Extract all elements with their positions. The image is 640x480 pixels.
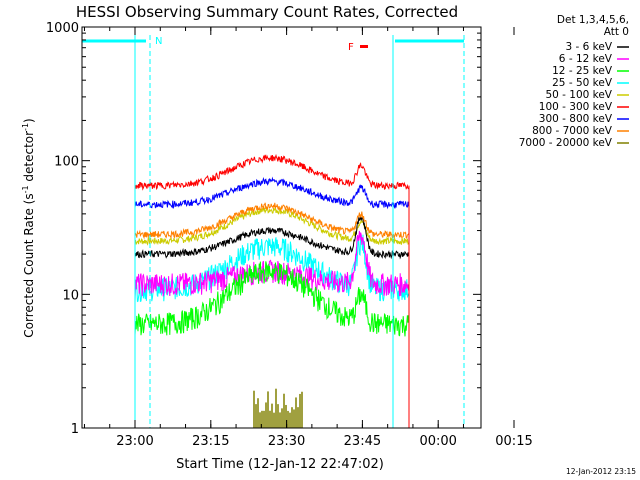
legend-item-label: 3 - 6 keV xyxy=(565,41,612,53)
night-label: N xyxy=(155,36,162,47)
y-tick-label: 100 xyxy=(54,155,79,170)
x-tick-label: 00:15 xyxy=(495,434,532,449)
series-line xyxy=(134,215,410,260)
chart-title: HESSI Observing Summary Count Rates, Cor… xyxy=(76,3,458,21)
y-tick-label: 10 xyxy=(62,288,79,303)
x-axis-label: Start Time (12-Jan-12 22:47:02) xyxy=(176,457,384,472)
plot-frame xyxy=(81,26,482,429)
legend-item-label: 6 - 12 keV xyxy=(559,53,613,65)
x-tick-label: 23:30 xyxy=(268,434,305,449)
y-tick-label: 1000 xyxy=(46,21,79,36)
y-tick-label: 1 xyxy=(71,422,79,437)
series-lines xyxy=(134,153,410,428)
series-line xyxy=(134,202,410,240)
x-tick-label: 23:15 xyxy=(192,434,229,449)
legend-item-label: 800 - 7000 keV xyxy=(532,125,613,137)
legend-item-label: 300 - 800 keV xyxy=(539,113,613,125)
legend-item-label: 25 - 50 keV xyxy=(552,77,613,89)
x-tick-label: 23:45 xyxy=(344,434,381,449)
flare-label: F xyxy=(348,42,354,53)
x-tick-label: 23:00 xyxy=(116,434,153,449)
series-line xyxy=(134,176,410,210)
series-line xyxy=(134,153,409,191)
series-line xyxy=(134,261,410,337)
series-line xyxy=(134,234,410,303)
legend-item-label: 50 - 100 keV xyxy=(545,89,612,101)
x-tick-label: 00:00 xyxy=(419,434,456,449)
annotations: NF xyxy=(82,35,465,428)
y-axis-label: Corrected Count Rate (s-1 detector-1) xyxy=(21,118,36,337)
timestamp-label: 12-Jan-2012 23:15 xyxy=(566,467,636,476)
legend-item-label: 12 - 25 keV xyxy=(552,65,613,77)
legend-header-line1: Det 1,3,4,5,6, xyxy=(557,14,629,26)
flare-marker xyxy=(360,45,368,48)
legend-header-line2: Att 0 xyxy=(604,26,629,38)
legend-item-label: 7000 - 20000 keV xyxy=(519,137,613,149)
y-axis: 1 10 100 1000 xyxy=(46,21,481,437)
series-line xyxy=(134,230,410,297)
x-axis: 23:00 23:15 23:30 23:45 00:00 00:15 xyxy=(83,27,533,449)
legend-item-label: 100 - 300 keV xyxy=(539,101,613,113)
